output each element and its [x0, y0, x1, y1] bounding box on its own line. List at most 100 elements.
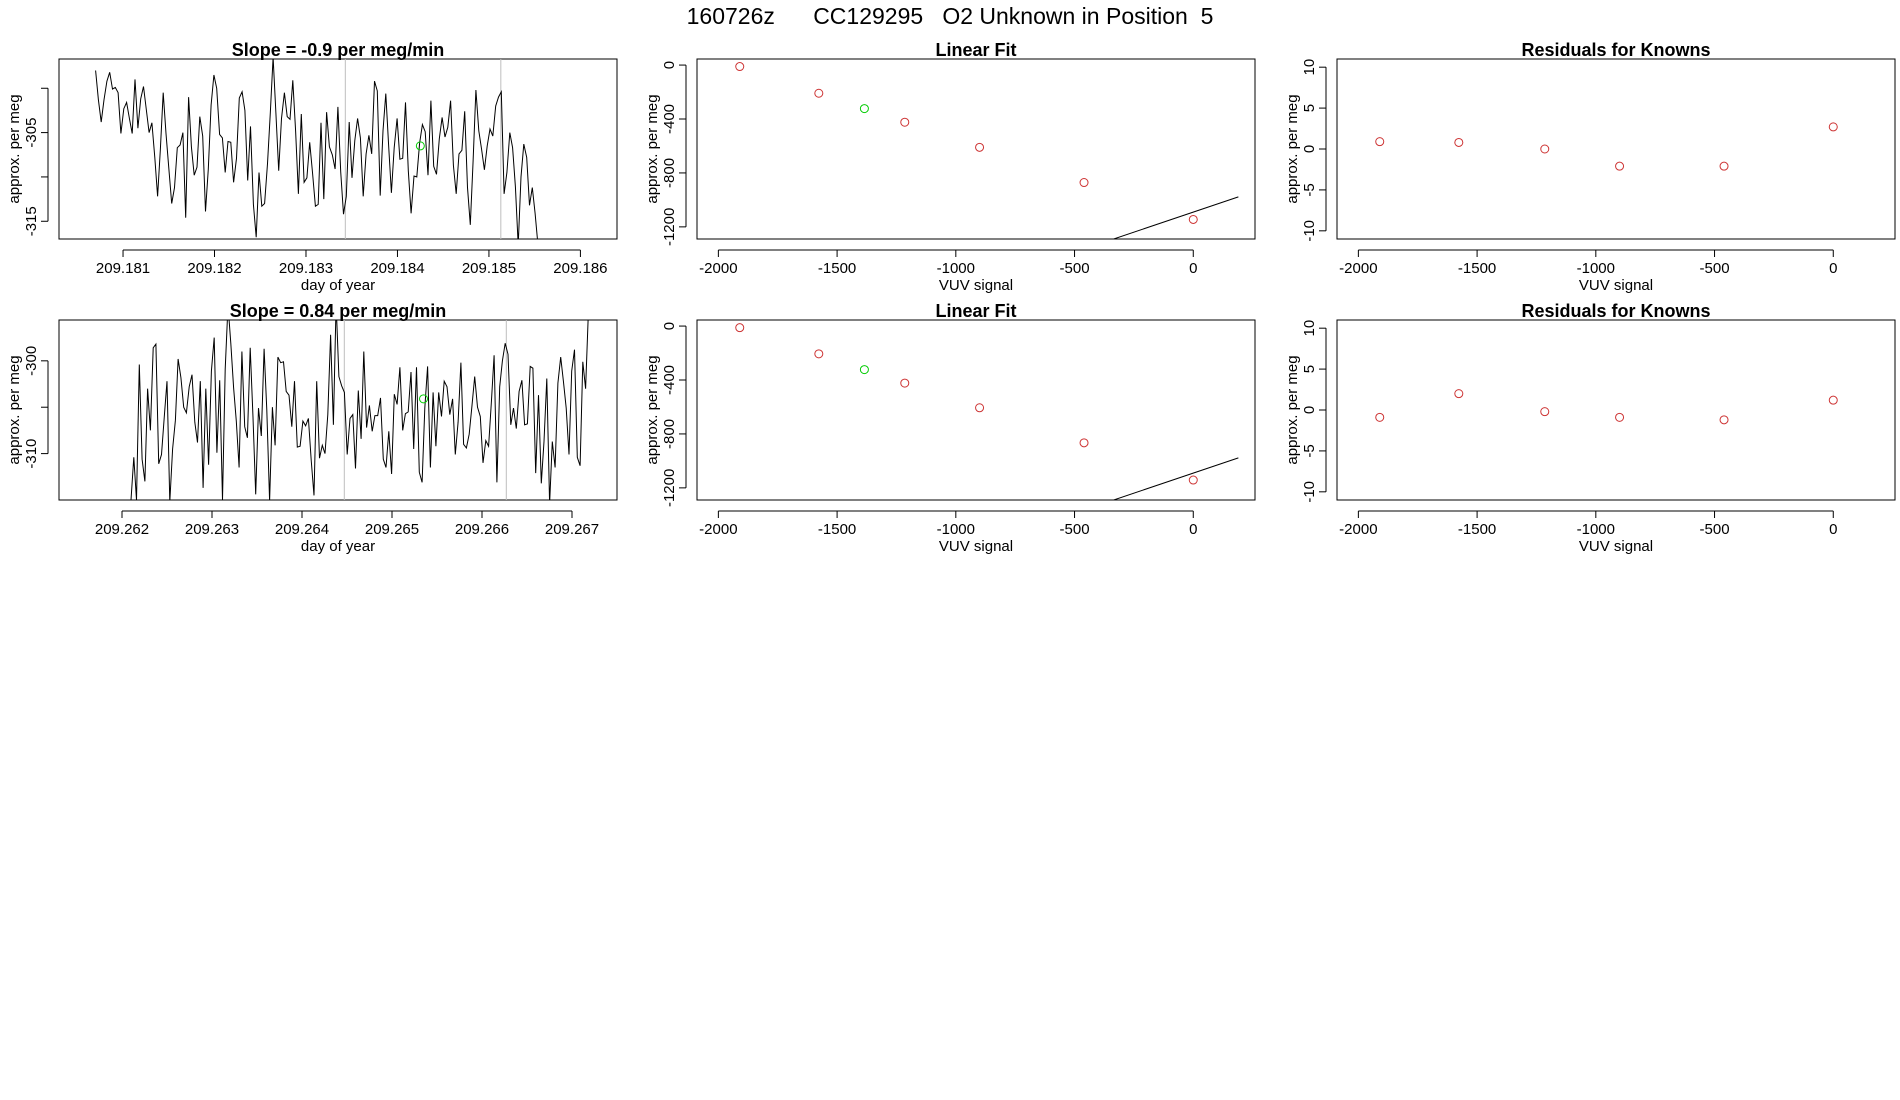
plot-frame	[58, 319, 618, 501]
plot-title: Linear Fit	[935, 301, 1016, 321]
y-axis-label: approx. per meg	[6, 355, 23, 464]
x-tick-label: -1000	[937, 521, 975, 538]
y-tick-label: 10	[1301, 59, 1318, 76]
x-tick-label: -1500	[818, 521, 856, 538]
y-tick-label: -400	[661, 104, 678, 134]
y-axis-label: approx. per meg	[1284, 94, 1301, 203]
known-point	[1375, 137, 1385, 147]
x-tick-label: 209.181	[96, 260, 150, 277]
x-tick-label: -1000	[1577, 260, 1615, 277]
x-tick-label: 209.186	[553, 260, 607, 277]
plot-frame	[1336, 58, 1896, 240]
x-axis-label: VUV signal	[939, 277, 1013, 294]
x-axis-label: VUV signal	[939, 538, 1013, 555]
data-area	[1375, 389, 1838, 425]
x-tick-label: -1000	[937, 260, 975, 277]
x-tick-label: 209.267	[545, 521, 599, 538]
known-point	[814, 349, 824, 359]
y-tick-label: -300	[23, 346, 40, 376]
known-point	[1375, 412, 1385, 422]
x-tick-label: -500	[1700, 260, 1730, 277]
y-axis-label: approx. per meg	[6, 94, 23, 203]
x-tick-label: -2000	[1339, 260, 1377, 277]
y-axis-label: approx. per meg	[644, 355, 661, 464]
y-tick-label: -5	[1301, 183, 1318, 196]
y-axis-label: approx. per meg	[1284, 355, 1301, 464]
y-tick-label: 0	[1301, 145, 1318, 153]
y-tick-label: -400	[661, 365, 678, 395]
y-tick-label: -310	[23, 439, 40, 469]
y-tick-label: -305	[23, 118, 40, 148]
x-axis-label: VUV signal	[1579, 538, 1653, 555]
unknown-point	[859, 104, 869, 114]
x-tick-label: -2000	[1339, 521, 1377, 538]
y-tick-label: 0	[661, 322, 678, 330]
y-tick-label: -1200	[661, 208, 678, 246]
x-tick-label: 209.262	[95, 521, 149, 538]
series-trace	[95, 59, 538, 239]
series-trace	[130, 320, 589, 500]
x-tick-label: 209.185	[462, 260, 516, 277]
plot-title: Residuals for Knowns	[1521, 301, 1710, 321]
x-axis-label: day of year	[301, 538, 375, 555]
x-tick-label: -2000	[699, 521, 737, 538]
unknown-point	[859, 365, 869, 375]
known-point	[735, 62, 745, 72]
y-tick-label: 5	[1301, 104, 1318, 112]
plot-title: Slope = -0.9 per meg/min	[232, 40, 445, 60]
fit-line	[1112, 196, 1239, 239]
plot-frame	[58, 58, 618, 240]
plot-frame	[696, 58, 1256, 240]
data-area	[735, 62, 1239, 239]
known-point	[1540, 407, 1550, 417]
data-area	[130, 320, 589, 500]
known-point	[1615, 412, 1625, 422]
known-point	[900, 117, 910, 127]
x-tick-label: 209.264	[275, 521, 329, 538]
known-point	[1615, 161, 1625, 171]
known-point	[1454, 389, 1464, 399]
known-point	[1719, 161, 1729, 171]
known-point	[975, 403, 985, 413]
x-tick-label: -2000	[699, 260, 737, 277]
known-point	[1719, 415, 1729, 425]
known-point	[1079, 438, 1089, 448]
unknown-point	[419, 394, 428, 404]
known-point	[1188, 214, 1198, 224]
known-point	[975, 142, 985, 152]
y-tick-label: -10	[1301, 481, 1318, 503]
x-tick-label: 209.183	[279, 260, 333, 277]
unknown-point	[415, 141, 425, 151]
plot-title: Residuals for Knowns	[1521, 40, 1710, 60]
panel-resid-row2: Residuals for Knowns -2000 -1500 -1000 -500 0…	[1284, 301, 1896, 555]
known-point	[1188, 475, 1198, 485]
y-tick-label: -5	[1301, 444, 1318, 457]
y-tick-label: 5	[1301, 365, 1318, 373]
y-tick-label: -800	[661, 158, 678, 188]
x-tick-label: 209.263	[185, 521, 239, 538]
x-tick-label: 0	[1829, 260, 1837, 277]
known-point	[735, 323, 745, 333]
fit-line	[1112, 457, 1239, 500]
plot-title: Slope = 0.84 per meg/min	[230, 301, 447, 321]
known-point	[1828, 395, 1838, 405]
panel-linfit-row2: Linear Fit -2000 -1500 -1000 -500 0 VUV signal…	[644, 301, 1256, 555]
y-axis-label: approx. per meg	[644, 94, 661, 203]
y-tick-label: -10	[1301, 220, 1318, 242]
plot-frame	[1336, 319, 1896, 501]
known-point	[1828, 122, 1838, 132]
y-tick-label: -800	[661, 419, 678, 449]
x-tick-label: 209.182	[187, 260, 241, 277]
panel-slope-row1: Slope = -0.9 per meg/min 209.181 209.182 20…	[6, 40, 618, 294]
x-tick-label: -1500	[818, 260, 856, 277]
x-tick-label: -500	[1060, 521, 1090, 538]
x-tick-label: 209.266	[455, 521, 509, 538]
data-area	[735, 323, 1239, 500]
known-point	[900, 378, 910, 388]
y-tick-label: -1200	[661, 469, 678, 507]
known-point	[1079, 178, 1089, 188]
x-tick-label: 209.265	[365, 521, 419, 538]
x-tick-label: 0	[1189, 521, 1197, 538]
panel-linfit-row1: Linear Fit -2000 -1500 -1000 -500 0 VUV signal…	[644, 40, 1256, 294]
